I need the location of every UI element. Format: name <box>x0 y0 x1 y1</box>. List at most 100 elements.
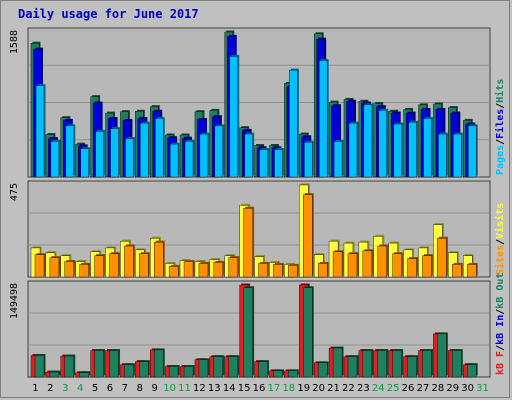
x-label-day-10: 10 <box>163 383 176 394</box>
hits-files-pages-bar-pages-day-24 <box>378 110 387 178</box>
visits-sites-bar-sites-day-2 <box>49 257 60 278</box>
x-label-day-15: 15 <box>238 383 251 394</box>
hits-files-pages-bar-pages-day-21 <box>333 141 343 178</box>
x-label-day-9: 9 <box>151 383 157 394</box>
visits-sites-bar-sites-day-23 <box>362 250 373 278</box>
kbytes-bar-kb-in-day-1 <box>34 355 45 378</box>
kbytes-bar-kb-in-day-7 <box>124 364 134 378</box>
hits-files-pages-bar-pages-day-28 <box>438 133 447 178</box>
visits-sites-bar-sites-day-15 <box>243 208 253 278</box>
hits-files-pages-bar-pages-day-20 <box>318 60 328 178</box>
hits-files-pages-bar-pages-day-8 <box>140 122 149 178</box>
legend-separator: / <box>495 345 506 351</box>
kbytes-bar-kb-in-day-17 <box>273 370 283 378</box>
x-label-day-1: 1 <box>32 383 38 394</box>
hits-files-pages-bar-pages-day-23 <box>363 104 373 178</box>
visits-sites-bar-sites-day-5 <box>94 255 104 278</box>
legend-separator: / <box>495 139 506 145</box>
kbytes-bar-kb-in-day-23 <box>362 350 373 378</box>
visits-sites-legend: Sites/Visits <box>494 203 506 275</box>
hits-files-pages-bar-pages-day-7 <box>125 138 134 178</box>
x-label-day-29: 29 <box>446 383 459 394</box>
hits-files-pages-bar-pages-day-2 <box>50 141 60 178</box>
hits-files-pages-bar-pages-day-6 <box>110 128 119 178</box>
visits-sites-bar-sites-day-11 <box>183 261 194 278</box>
visits-sites-bar-sites-day-12 <box>198 263 209 278</box>
x-label-day-14: 14 <box>223 383 236 394</box>
x-label-day-30: 30 <box>461 383 474 394</box>
x-label-day-12: 12 <box>193 383 206 394</box>
x-label-day-21: 21 <box>327 383 340 394</box>
hits-files-pages-bar-pages-day-4 <box>80 148 89 178</box>
hits-files-pages-bar-pages-day-3 <box>65 125 75 178</box>
hits-files-pages-bar-pages-day-19 <box>304 142 313 178</box>
hits-files-pages-bar-pages-day-9 <box>155 118 164 178</box>
kbytes-bar-kb-in-day-30 <box>466 364 477 378</box>
legend-kb-out: kB Out <box>495 273 506 309</box>
visits-sites-bar-sites-day-9 <box>154 241 164 278</box>
kbytes-bar-kb-in-day-22 <box>347 356 358 378</box>
legend-files: Files <box>494 109 506 139</box>
hits-files-pages-bar-pages-day-11 <box>184 141 194 178</box>
visits-sites-bar-sites-day-7 <box>124 245 134 278</box>
x-label-day-6: 6 <box>107 383 113 394</box>
hits-files-pages-ymax-label: 1588 <box>9 30 20 54</box>
x-label-day-5: 5 <box>92 383 98 394</box>
x-label-day-23: 23 <box>357 383 370 394</box>
visits-sites-bar-sites-day-8 <box>139 253 149 278</box>
kbytes-bar-kb-in-day-24 <box>377 350 387 378</box>
kbytes-bar-kb-in-day-5 <box>94 350 104 378</box>
hits-files-pages-bar-pages-day-12 <box>199 133 209 178</box>
hits-files-pages-bar-pages-day-5 <box>95 131 104 178</box>
x-label-day-8: 8 <box>137 383 143 394</box>
hits-files-pages-bar-pages-day-13 <box>214 125 224 178</box>
hits-files-pages-bar-pages-day-25 <box>393 123 402 178</box>
x-label-day-20: 20 <box>312 383 325 394</box>
x-label-day-7: 7 <box>122 383 128 394</box>
hits-files-pages-bar-pages-day-10 <box>169 143 179 178</box>
kbytes-bar-kb-in-day-27 <box>422 350 432 378</box>
legend-separator: / <box>495 309 506 315</box>
visits-sites-bar-sites-day-16 <box>258 263 268 278</box>
visits-sites-bar-sites-day-30 <box>466 264 477 278</box>
hits-files-pages-bar-pages-day-30 <box>467 125 477 178</box>
x-label-day-16: 16 <box>253 383 266 394</box>
visits-sites-bar-sites-day-21 <box>332 251 343 278</box>
hits-files-pages-bar-pages-day-22 <box>348 122 358 178</box>
kbytes-bar-kb-in-day-3 <box>64 355 75 378</box>
visits-sites-bar-sites-day-13 <box>213 262 224 278</box>
visits-sites-bar-sites-day-17 <box>273 264 283 278</box>
x-label-day-3: 3 <box>62 383 68 394</box>
visits-sites-bar-sites-day-10 <box>168 266 179 278</box>
legend-separator: / <box>495 239 506 245</box>
visits-sites-bar-sites-day-25 <box>392 253 402 278</box>
kbytes-bar-kb-in-day-14 <box>228 356 238 378</box>
kbytes-bar-kb-in-day-8 <box>139 361 149 378</box>
kbytes-bar-kb-in-day-10 <box>168 366 179 378</box>
kbytes-bar-kb-in-day-9 <box>154 349 164 378</box>
visits-sites-bar-sites-day-20 <box>317 263 328 278</box>
x-label-day-22: 22 <box>342 383 355 394</box>
kbytes-bar-kb-in-day-6 <box>109 350 119 378</box>
visits-sites-bar-sites-day-18 <box>288 265 298 278</box>
chart-title: Daily usage for June 2017 <box>18 7 199 21</box>
kbytes-bar-kb-in-day-21 <box>332 347 343 378</box>
kbytes-bar-kb-in-day-29 <box>452 350 462 378</box>
legend-kb-f: kB F <box>495 351 506 375</box>
visits-sites-bar-sites-day-4 <box>79 264 89 278</box>
kbytes-bar-kb-in-day-11 <box>183 366 194 378</box>
kbytes-bar-kb-in-day-16 <box>258 361 268 378</box>
kbytes-bar-kb-in-day-20 <box>317 362 328 378</box>
kbytes-bar-kb-in-day-19 <box>303 287 313 378</box>
x-label-day-26: 26 <box>402 383 415 394</box>
visits-sites-ymax-label: 475 <box>9 183 20 201</box>
kbytes-bar-kb-in-day-15 <box>243 287 253 378</box>
visits-sites-bar-sites-day-1 <box>34 254 45 278</box>
legend-kb-in: kB In <box>495 315 506 345</box>
hits-files-pages-bar-pages-day-17 <box>274 149 283 178</box>
hits-files-pages-legend: Pages/Files/Hits <box>494 79 506 175</box>
x-label-day-19: 19 <box>297 383 310 394</box>
legend-sites: Sites <box>494 245 506 275</box>
